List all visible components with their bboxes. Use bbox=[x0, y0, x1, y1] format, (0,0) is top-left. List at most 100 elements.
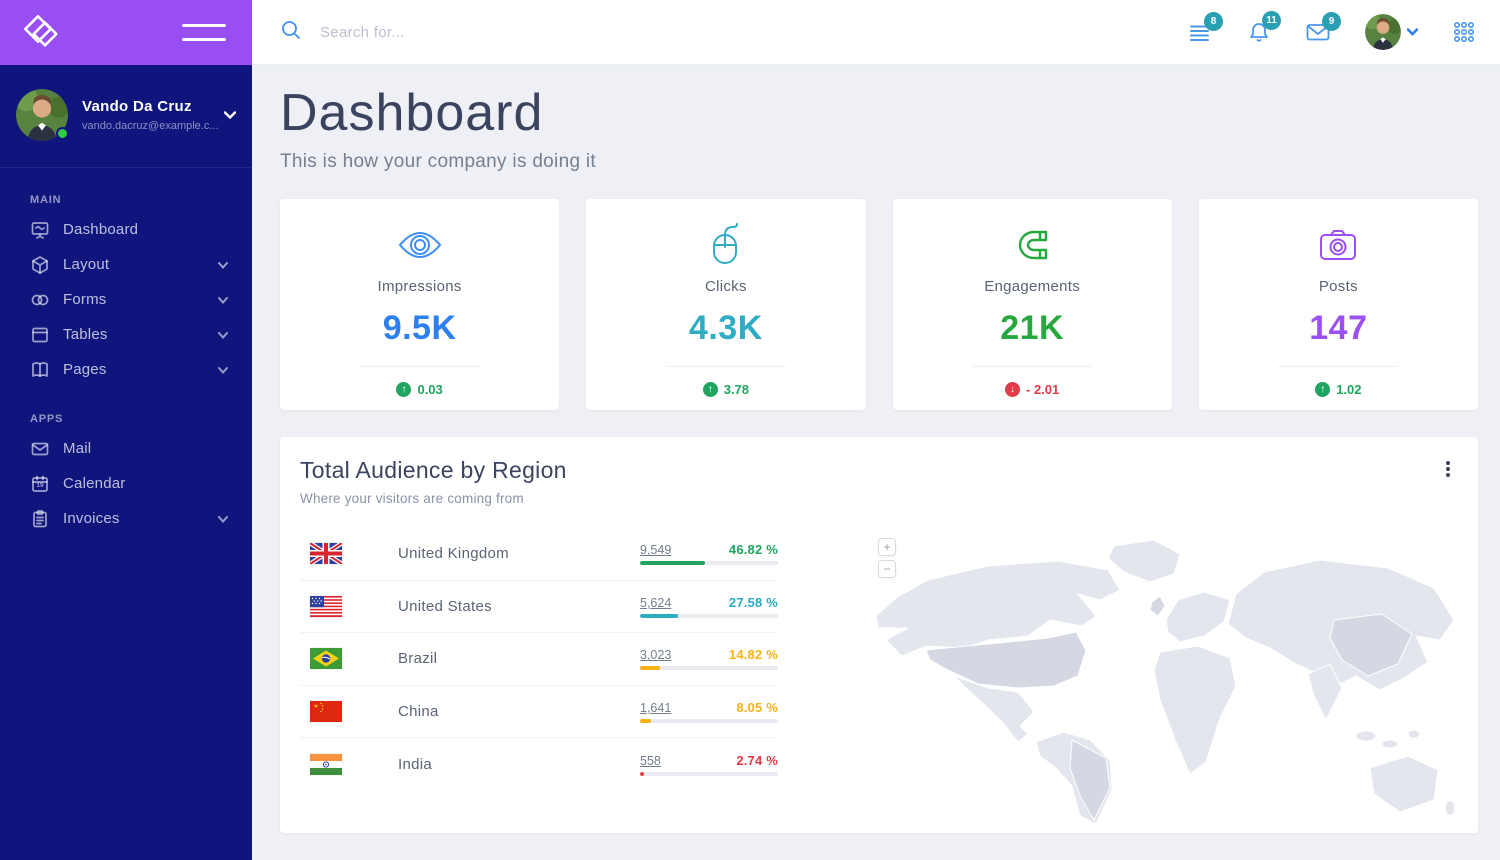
country-value: 558 bbox=[640, 754, 661, 769]
progress-bar bbox=[640, 719, 778, 724]
stat-label: Engagements bbox=[984, 278, 1081, 295]
sidebar-item-label: Tables bbox=[63, 326, 108, 343]
stat-card-posts: Posts 147 ↑ 1.02 bbox=[1198, 199, 1478, 410]
sidebar-item-label: Mail bbox=[63, 440, 92, 457]
toggle-icon bbox=[30, 290, 50, 310]
stat-label: Clicks bbox=[704, 278, 747, 295]
country-percent: 46.82 % bbox=[728, 542, 778, 558]
chevron-down-icon bbox=[218, 510, 228, 528]
stat-value: 4.3K bbox=[688, 309, 763, 347]
sidebar-item-mail[interactable]: Mail bbox=[0, 431, 252, 466]
stat-change: ↑ 1.02 bbox=[1199, 382, 1478, 397]
profile-menu[interactable] bbox=[1365, 14, 1419, 50]
page-subtitle: This is how your company is doing it bbox=[280, 151, 596, 172]
world-map[interactable]: + − bbox=[868, 528, 1468, 828]
sidebar-item-calendar[interactable]: 19 Calendar bbox=[0, 466, 252, 501]
nav-section-main: MAIN bbox=[30, 194, 62, 206]
audience-row-us: United States 5,624 27.58 % bbox=[300, 581, 778, 634]
search-input[interactable] bbox=[320, 23, 1188, 41]
stat-change: ↑ 0.03 bbox=[280, 382, 559, 397]
sidebar-item-layout[interactable]: Layout bbox=[0, 247, 252, 282]
mouse-icon bbox=[586, 223, 865, 266]
topbar-avatar bbox=[1365, 14, 1401, 50]
arrow-down-circle-icon: ↓ bbox=[1005, 382, 1020, 397]
progress-bar bbox=[640, 666, 778, 671]
messages-envelope-icon[interactable]: 9 bbox=[1305, 12, 1341, 43]
invoice-clipboard-icon bbox=[30, 509, 50, 529]
country-label: India bbox=[398, 756, 433, 774]
country-label: Brazil bbox=[398, 650, 438, 668]
stat-value: 147 bbox=[1309, 309, 1368, 347]
app-logo-diamond-icon[interactable] bbox=[20, 14, 64, 52]
cube-icon bbox=[30, 255, 50, 275]
mail-icon bbox=[30, 439, 50, 459]
divider bbox=[359, 366, 480, 367]
country-label: China bbox=[398, 703, 439, 721]
country-value: 9,549 bbox=[640, 543, 672, 558]
divider bbox=[1278, 366, 1399, 367]
main-content: Dashboard This is how your company is do… bbox=[252, 65, 1500, 860]
audience-row-uk: United Kingdom 9,549 46.82 % bbox=[300, 528, 778, 581]
apps-grid-icon[interactable] bbox=[1452, 20, 1476, 44]
world-map-svg bbox=[875, 539, 1456, 825]
chevron-down-icon bbox=[218, 361, 228, 379]
page-title: Dashboard bbox=[280, 84, 544, 142]
chevron-down-icon bbox=[1406, 23, 1419, 41]
audience-country-list: United Kingdom 9,549 46.82 % bbox=[300, 528, 778, 828]
country-value: 3,023 bbox=[640, 648, 672, 663]
chevron-down-icon[interactable] bbox=[223, 106, 237, 124]
arrow-up-circle-icon: ↑ bbox=[396, 382, 412, 397]
divider bbox=[665, 366, 786, 367]
kebab-menu-icon[interactable] bbox=[1440, 455, 1456, 483]
audience-row-brazil: Brazil 3,023 14.82 % bbox=[300, 633, 778, 686]
country-percent: 27.58 % bbox=[728, 594, 778, 610]
calendar-icon: 19 bbox=[30, 474, 50, 494]
sidebar-item-label: Invoices bbox=[63, 510, 120, 527]
progress-bar bbox=[640, 613, 778, 618]
dashboard-icon bbox=[30, 220, 50, 240]
search-icon[interactable] bbox=[280, 19, 302, 46]
country-label: United Kingdom bbox=[398, 545, 509, 563]
sidebar-item-forms[interactable]: Forms bbox=[0, 282, 252, 317]
sidebar-item-pages[interactable]: Pages bbox=[0, 352, 252, 387]
chevron-down-icon bbox=[218, 291, 228, 309]
country-percent: 8.05 % bbox=[736, 700, 778, 716]
user-name: Vando Da Cruz bbox=[82, 98, 192, 115]
stat-label: Impressions bbox=[377, 278, 462, 295]
flag-china-icon bbox=[310, 701, 342, 723]
flag-india-icon bbox=[310, 754, 342, 776]
stat-value: 9.5K bbox=[382, 309, 457, 347]
table-icon bbox=[30, 325, 50, 345]
sidebar-user-block[interactable]: Vando Da Cruz vando.dacruz@example.c... bbox=[0, 65, 252, 168]
sidebar-item-invoices[interactable]: Invoices bbox=[0, 501, 252, 536]
progress-bar bbox=[640, 772, 778, 777]
audience-card: Total Audience by Region Where your visi… bbox=[280, 437, 1478, 833]
stat-card-engagements: Engagements 21K ↓ - 2.01 bbox=[892, 199, 1172, 410]
country-percent: 14.82 % bbox=[728, 647, 778, 663]
tasks-icon[interactable]: 8 bbox=[1188, 12, 1223, 43]
map-zoom-in-button[interactable]: + bbox=[878, 538, 896, 556]
divider bbox=[972, 366, 1093, 367]
topbar: 8 11 9 bbox=[252, 0, 1500, 65]
flag-brazil-icon bbox=[310, 648, 342, 670]
stat-card-impressions: Impressions 9.5K ↑ 0.03 bbox=[280, 199, 560, 410]
stat-cards: Impressions 9.5K ↑ 0.03 Clicks 4.3K ↑ 3.… bbox=[280, 199, 1478, 410]
country-value: 1,641 bbox=[640, 701, 672, 716]
notifications-badge: 11 bbox=[1262, 11, 1281, 30]
book-icon bbox=[30, 360, 50, 380]
arrow-up-circle-icon: ↑ bbox=[702, 382, 718, 397]
sidebar: Vando Da Cruz vando.dacruz@example.c... … bbox=[0, 0, 252, 860]
menu-toggle-icon[interactable] bbox=[182, 13, 226, 52]
sidebar-item-tables[interactable]: Tables bbox=[0, 317, 252, 352]
map-zoom-out-button[interactable]: − bbox=[878, 560, 896, 578]
audience-row-china: China 1,641 8.05 % bbox=[300, 686, 778, 739]
tasks-badge: 8 bbox=[1204, 12, 1223, 31]
online-status-dot bbox=[56, 127, 69, 140]
notifications-bell-icon[interactable]: 11 bbox=[1247, 11, 1281, 44]
country-percent: 2.74 % bbox=[736, 753, 778, 769]
flag-united-kingdom-icon bbox=[310, 543, 342, 565]
sidebar-item-dashboard[interactable]: Dashboard bbox=[0, 212, 252, 247]
sidebar-item-label: Pages bbox=[63, 361, 107, 378]
sidebar-item-label: Layout bbox=[63, 256, 110, 273]
progress-bar bbox=[640, 561, 778, 566]
